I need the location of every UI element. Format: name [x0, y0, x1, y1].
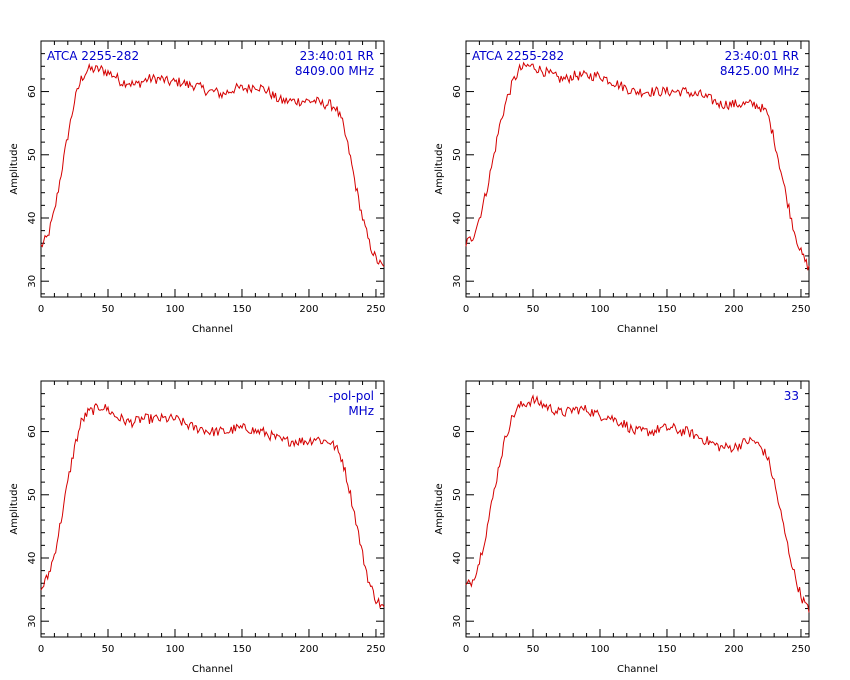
y-tick-label: 60: [452, 425, 463, 438]
x-tick-label: 200: [299, 644, 318, 655]
y-tick-label: 30: [27, 615, 38, 628]
x-tick-label: 0: [38, 304, 44, 315]
y-tick-label: 40: [452, 212, 463, 225]
info-annotation: MHz: [348, 404, 374, 418]
x-tick-label: 250: [366, 304, 385, 315]
y-axis-label: Amplitude: [9, 483, 20, 534]
x-tick-label: 250: [791, 644, 810, 655]
x-tick-label: 150: [232, 644, 251, 655]
plot-frame: [465, 380, 810, 638]
series-trace: [465, 394, 810, 613]
x-tick-label: 0: [463, 644, 469, 655]
y-tick-label: 30: [27, 275, 38, 288]
info-annotation: 23:40:01 RR: [725, 49, 799, 63]
x-axis-label: Channel: [617, 324, 658, 335]
panel-1: 0 50 100 150 200 250 30 40 50 60 Channel Amplitude A…: [9, 40, 386, 335]
x-tick-label: 0: [463, 304, 469, 315]
x-tick-label: 150: [232, 304, 251, 315]
panel-4: 0 50 100 150 200 250 30 40 50 60 Channel Amplitude 3…: [434, 380, 811, 675]
x-tick-label: 100: [590, 644, 609, 655]
x-tick-label: 100: [165, 304, 184, 315]
y-axis-label: Amplitude: [9, 143, 20, 194]
y-tick-label: 50: [452, 148, 463, 161]
plot-frame: [40, 40, 385, 298]
x-tick-label: 50: [102, 644, 115, 655]
y-axis-label: Amplitude: [434, 143, 445, 194]
plot-frame: [465, 40, 810, 298]
y-axis-label: Amplitude: [434, 483, 445, 534]
series-trace: [40, 62, 385, 267]
x-tick-label: 50: [527, 644, 540, 655]
x-tick-label: 50: [527, 304, 540, 315]
panel-2: 0 50 100 150 200 250 30 40 50 60 Channel Amplitude A…: [434, 40, 811, 335]
info-annotation: 23:40:01 RR: [300, 49, 374, 63]
series-trace: [465, 61, 810, 271]
panel-3: 0 50 100 150 200 250 30 40 50 60 Channel Amplitude -…: [9, 380, 386, 675]
y-tick-label: 60: [27, 425, 38, 438]
info-annotation: 33: [784, 389, 799, 403]
x-axis-label: Channel: [617, 664, 658, 675]
x-tick-label: 100: [165, 644, 184, 655]
plot-frame: [40, 380, 385, 638]
y-tick-label: 60: [452, 85, 463, 98]
y-tick-label: 40: [452, 552, 463, 565]
info-annotation: -pol-pol: [329, 389, 374, 403]
y-tick-label: 50: [452, 488, 463, 501]
x-tick-label: 150: [657, 644, 676, 655]
y-tick-label: 30: [452, 615, 463, 628]
info-annotation: 8409.00 MHz: [295, 64, 374, 78]
source-annotation: ATCA 2255-282: [472, 49, 564, 63]
x-tick-label: 200: [724, 644, 743, 655]
x-tick-label: 200: [299, 304, 318, 315]
y-tick-label: 60: [27, 85, 38, 98]
y-tick-label: 50: [27, 148, 38, 161]
x-tick-label: 200: [724, 304, 743, 315]
x-axis-label: Channel: [192, 664, 233, 675]
y-tick-label: 30: [452, 275, 463, 288]
x-tick-label: 250: [791, 304, 810, 315]
x-tick-label: 150: [657, 304, 676, 315]
x-tick-label: 100: [590, 304, 609, 315]
y-tick-label: 40: [27, 552, 38, 565]
y-tick-label: 50: [27, 488, 38, 501]
source-annotation: ATCA 2255-282: [47, 49, 139, 63]
x-tick-label: 250: [366, 644, 385, 655]
x-tick-label: 50: [102, 304, 115, 315]
y-tick-label: 40: [27, 212, 38, 225]
info-annotation: 8425.00 MHz: [720, 64, 799, 78]
x-tick-label: 0: [38, 644, 44, 655]
x-axis-label: Channel: [192, 324, 233, 335]
series-trace: [40, 402, 385, 609]
